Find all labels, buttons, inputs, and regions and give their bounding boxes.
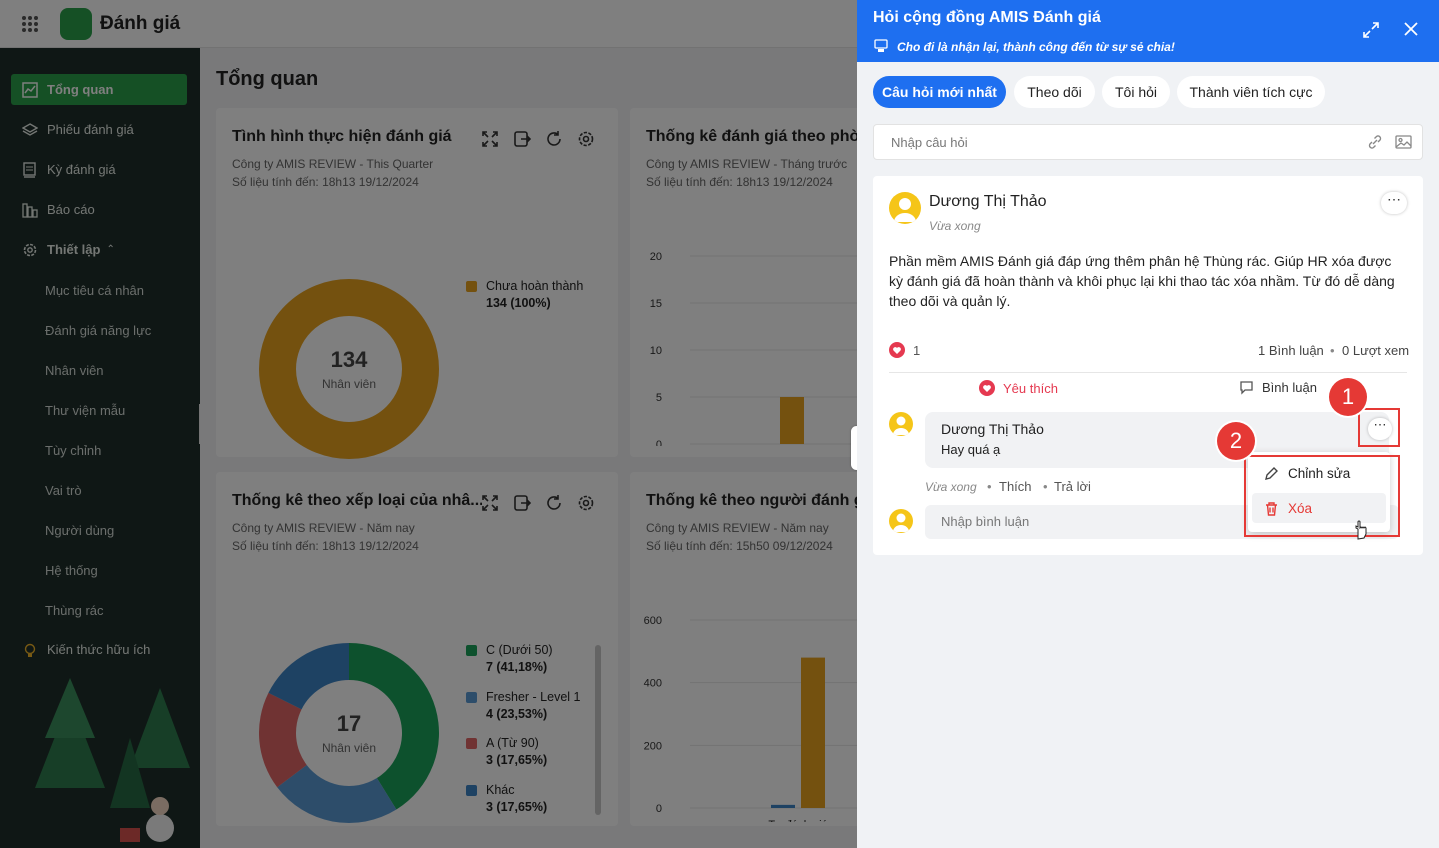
- modal-overlay[interactable]: [0, 0, 857, 848]
- comment-reply-link[interactable]: Trả lời: [1054, 479, 1091, 494]
- close-icon[interactable]: [1403, 21, 1419, 37]
- post-time: Vừa xong: [929, 219, 981, 233]
- step-badge-1: 1: [1329, 378, 1367, 416]
- avatar: [889, 192, 921, 224]
- view-count: 0 Lượt xem: [1342, 343, 1410, 358]
- attach-link-icon[interactable]: [1367, 134, 1383, 150]
- comment-action-menu: Chỉnh sửa Xóa: [1248, 452, 1390, 532]
- comment-button-label: Bình luận: [1262, 380, 1317, 395]
- post-more-button[interactable]: ⋯: [1381, 192, 1407, 214]
- tab-my-questions[interactable]: Tôi hỏi: [1102, 76, 1170, 108]
- post-author[interactable]: Dương Thị Thảo: [929, 193, 1047, 210]
- community-panel: Hỏi cộng đồng AMIS Đánh giá Cho đi là nh…: [857, 0, 1439, 848]
- delete-menu-item[interactable]: Xóa: [1252, 493, 1386, 523]
- panel-title: Hỏi cộng đồng AMIS Đánh giá: [873, 9, 1101, 26]
- comment-more-button[interactable]: ⋯: [1368, 418, 1392, 440]
- tab-latest-questions[interactable]: Câu hỏi mới nhất: [873, 76, 1006, 108]
- panel-slogan: Cho đi là nhận lại, thành công đến từ sự…: [897, 40, 1175, 54]
- comment-author[interactable]: Dương Thị Thảo: [941, 421, 1044, 437]
- like-button-label: Yêu thích: [1003, 380, 1058, 396]
- dot-separator: •: [1330, 343, 1335, 358]
- comment-button[interactable]: Bình luận: [1239, 380, 1317, 395]
- comment-like-link[interactable]: Thích: [999, 479, 1032, 494]
- step-badge-2: 2: [1217, 422, 1255, 460]
- question-input[interactable]: Nhập câu hỏi: [891, 135, 968, 150]
- comment-input[interactable]: Nhập bình luận: [941, 514, 1030, 529]
- tab-active-members[interactable]: Thành viên tích cực: [1177, 76, 1325, 108]
- highlight-more-button: [1358, 408, 1400, 447]
- heart-icon: [979, 380, 995, 396]
- delete-menu-label: Xóa: [1288, 500, 1313, 516]
- pencil-icon: [1265, 466, 1278, 480]
- dot-separator: •: [987, 479, 992, 494]
- post-content: Phần mềm AMIS Đánh giá đáp ứng thêm phân…: [889, 253, 1395, 309]
- image-icon[interactable]: [1395, 134, 1412, 150]
- trash-icon: [1266, 501, 1277, 516]
- avatar: [889, 412, 913, 436]
- comment-time: Vừa xong: [925, 480, 977, 494]
- edit-menu-label: Chỉnh sửa: [1288, 465, 1351, 481]
- maximize-icon[interactable]: [1362, 21, 1380, 39]
- mouse-cursor-icon: [1353, 520, 1369, 540]
- panel-drag-handle[interactable]: [851, 426, 862, 470]
- avatar: [889, 509, 913, 533]
- like-count: 1: [913, 343, 921, 358]
- comment-icon: [1240, 381, 1253, 395]
- like-button[interactable]: Yêu thích: [979, 380, 1058, 396]
- edit-menu-item[interactable]: Chỉnh sửa: [1252, 458, 1386, 488]
- dot-separator: •: [1043, 479, 1048, 494]
- share-icon: [874, 39, 888, 53]
- comment-count: 1 Bình luận: [1258, 343, 1324, 358]
- comment-text: Hay quá ạ: [941, 442, 1001, 457]
- panel-header: Hỏi cộng đồng AMIS Đánh giá Cho đi là nh…: [857, 0, 1439, 62]
- tab-following[interactable]: Theo dõi: [1014, 76, 1095, 108]
- divider: [889, 372, 1407, 373]
- highlight-action-menu: [1244, 455, 1400, 537]
- heart-icon: [889, 342, 905, 358]
- question-input-box[interactable]: Nhập câu hỏi: [873, 124, 1423, 160]
